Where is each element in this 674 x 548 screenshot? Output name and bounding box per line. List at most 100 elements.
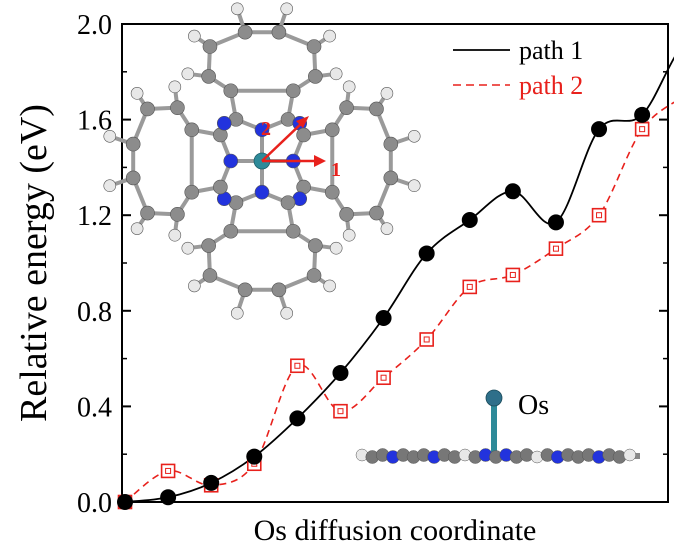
data-point-path-2-inner <box>509 271 516 278</box>
molecule-atom <box>383 136 399 152</box>
data-point-path-2 <box>333 403 348 419</box>
y-tick-label: 0.8 <box>77 297 112 328</box>
molecule-atom <box>296 127 311 143</box>
molecule-atom <box>170 100 185 115</box>
data-point-path-1 <box>289 410 306 427</box>
os-atom-label: Os <box>518 390 549 421</box>
molecule-atom <box>285 83 301 99</box>
molecule-atom <box>407 129 421 143</box>
data-point-path-2 <box>462 279 478 295</box>
data-point-path-1 <box>591 121 608 138</box>
data-point-path-2 <box>505 267 521 283</box>
legend-label-path-2: path 2 <box>519 71 583 100</box>
data-point-path-1 <box>461 211 478 228</box>
molecule-atom <box>308 238 323 253</box>
molecule-atom <box>254 122 270 138</box>
molecule-atom <box>329 241 343 255</box>
plot-frame <box>121 23 669 503</box>
molecule-atom <box>202 268 218 283</box>
data-point-path-2 <box>160 463 176 479</box>
arrow-label-1: 1 <box>331 159 341 181</box>
molecule-atom <box>125 136 141 152</box>
molecule-atom <box>323 279 336 293</box>
x-axis-label: Os diffusion coordinate <box>254 514 537 547</box>
molecule-atom <box>329 67 343 81</box>
y-tick-label: 2.0 <box>77 10 112 41</box>
molecule-atom <box>103 179 117 193</box>
y-axis-label: Relative energy (eV) <box>13 104 55 422</box>
data-point-path-2 <box>634 121 650 137</box>
molecule-atom <box>339 100 354 115</box>
molecule-atom <box>280 195 296 210</box>
molecule-atom <box>181 67 195 81</box>
molecule-atom <box>237 24 253 40</box>
data-point-path-2-inner <box>380 374 387 381</box>
data-point-path-1 <box>504 183 521 200</box>
legend: path 1 path 2 <box>453 36 583 100</box>
molecule-atom <box>130 87 144 100</box>
molecule-atom <box>202 39 218 54</box>
data-point-path-1 <box>332 364 349 381</box>
data-point-path-1 <box>117 494 133 510</box>
data-point-path-2 <box>290 358 305 374</box>
molecule-atom <box>223 223 239 239</box>
molecule-atom <box>308 69 323 84</box>
molecule-atom <box>201 238 216 253</box>
molecule-atom <box>181 241 195 255</box>
molecule-atom <box>188 279 201 293</box>
y-axis-ticks: 0.00.40.81.21.62.0 <box>77 10 668 519</box>
y-tick-label: 1.2 <box>77 201 112 232</box>
y-tick-label: 0.0 <box>77 488 112 519</box>
molecule-atom <box>407 179 421 193</box>
molecule-atom <box>184 184 200 200</box>
molecule-atom <box>130 222 144 235</box>
molecule-atom <box>168 228 182 242</box>
molecule-atom <box>170 207 185 222</box>
molecule-atom <box>125 170 141 186</box>
molecule-atom <box>342 80 356 94</box>
data-point-path-1 <box>634 106 651 123</box>
data-point-path-2 <box>376 370 391 386</box>
molecule-atom <box>271 24 287 40</box>
arrow-label-2: 2 <box>261 118 271 140</box>
data-point-path-2 <box>548 241 564 256</box>
diffusion-arrows: 1 2 <box>261 116 341 181</box>
arrow-path-2 <box>261 120 305 162</box>
molecule-atom <box>184 122 200 138</box>
molecule-atom <box>342 228 356 242</box>
molecule-atom <box>188 29 201 43</box>
molecule-atom <box>369 205 384 221</box>
data-point-path-1 <box>418 245 435 262</box>
molecule-atom <box>280 2 294 16</box>
data-point-path-2 <box>419 332 434 347</box>
molecule-atom <box>237 282 253 298</box>
data-point-path-2-inner <box>639 126 646 133</box>
molecule-atom <box>230 2 244 16</box>
data-point-path-2 <box>591 207 607 223</box>
data-point-path-2-inner <box>337 408 344 415</box>
molecule-atom <box>324 184 340 200</box>
data-point-path-1 <box>203 474 220 491</box>
molecule-atom <box>216 115 232 131</box>
os-atom-side <box>485 389 503 407</box>
molecule-top-view-inset <box>103 2 421 320</box>
molecule-atom <box>223 83 239 99</box>
series-layer <box>117 56 674 510</box>
data-point-path-1 <box>160 489 177 506</box>
molecule-atom <box>254 184 270 200</box>
y-tick-label: 0.4 <box>77 392 112 423</box>
molecule-atom <box>285 223 301 239</box>
side-view-atom <box>623 448 637 462</box>
arrow-head-1 <box>314 155 326 167</box>
molecule-atom <box>339 207 354 222</box>
molecule-atom <box>213 179 228 195</box>
molecule-atom <box>324 122 340 138</box>
data-point-path-1 <box>547 214 564 231</box>
molecule-atom <box>369 101 384 117</box>
molecule-atom <box>280 306 294 320</box>
molecule-atom <box>380 87 394 100</box>
molecule-atom <box>168 80 182 94</box>
molecule-atom <box>323 29 336 43</box>
series-line-path-1 <box>124 56 674 503</box>
molecule-atom <box>103 129 117 143</box>
